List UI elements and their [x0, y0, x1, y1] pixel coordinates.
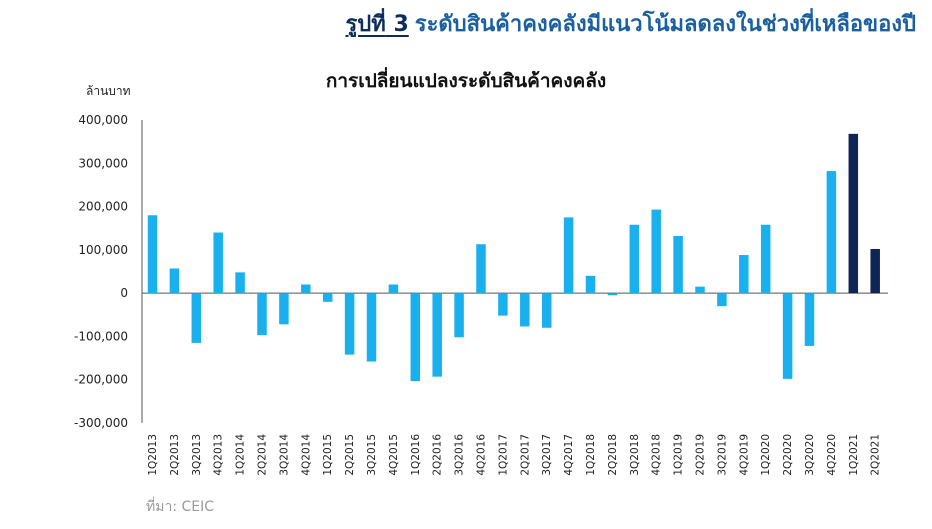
y-tick-label: 0 [120, 286, 128, 300]
x-tick-label: 2Q2018 [607, 434, 619, 476]
x-tick-label: 2Q2020 [782, 434, 794, 476]
x-tick-label: 3Q2013 [191, 434, 203, 476]
bar-4Q2013 [213, 232, 223, 294]
x-tick-label: 4Q2016 [476, 434, 488, 476]
source-note: ที่มา: CEIC [146, 499, 215, 515]
x-tick-label: 2Q2019 [695, 434, 707, 476]
x-tick-label: 1Q2015 [322, 434, 334, 476]
y-tick-label: 300,000 [78, 156, 128, 170]
x-tick-label: 2Q2015 [344, 434, 356, 476]
bar-2Q2013 [169, 268, 180, 294]
bar-2Q2020 [782, 293, 793, 379]
x-tick-label: 2Q2014 [257, 434, 269, 476]
bars [147, 133, 880, 382]
bar-3Q2018 [629, 224, 640, 294]
x-tick-label: 3Q2016 [454, 434, 466, 476]
bar-1Q2021 [848, 133, 859, 294]
x-tick-label: 1Q2021 [848, 434, 860, 476]
bar-2Q2017 [520, 293, 530, 327]
x-tick-label: 2Q2021 [870, 434, 882, 476]
x-tick-label: 3Q2018 [629, 434, 641, 476]
bar-2Q2019 [695, 286, 705, 294]
figure-number: รูปที่ 3 [345, 12, 408, 37]
bar-3Q2013 [191, 293, 202, 343]
y-axis-ticks: 400,000 300,000 200,000 100,000 0 -100,000 -20… [74, 113, 128, 430]
bar-2Q2021 [870, 248, 880, 294]
bar-3Q2014 [279, 293, 289, 325]
x-tick-label: 1Q2016 [410, 434, 422, 476]
y-tick-label: 400,000 [78, 113, 128, 127]
bar-1Q2018 [585, 275, 596, 294]
figure-number-value: 3 [393, 12, 409, 37]
figure-number-label: รูปที่ [345, 12, 386, 37]
x-tick-label: 4Q2013 [213, 434, 225, 476]
x-tick-label: 4Q2020 [826, 434, 838, 476]
x-tick-label: 3Q2015 [366, 434, 378, 476]
bar-3Q2015 [366, 293, 377, 362]
bar-3Q2019 [717, 293, 727, 307]
x-tick-label: 2Q2017 [519, 434, 531, 476]
x-tick-label: 1Q2013 [147, 434, 159, 476]
x-tick-label: 1Q2019 [673, 434, 685, 476]
x-tick-label: 3Q2014 [278, 434, 290, 476]
x-tick-label: 2Q2013 [169, 434, 181, 476]
bar-1Q2015 [322, 293, 333, 302]
y-tick-label: -200,000 [74, 373, 128, 387]
x-tick-label: 2Q2016 [432, 434, 444, 476]
y-axis-unit-label: ล้านบาท [86, 84, 131, 98]
x-tick-label: 1Q2017 [497, 434, 509, 476]
x-tick-label: 1Q2018 [585, 434, 597, 476]
bar-4Q2016 [476, 244, 486, 294]
bar-4Q2015 [388, 284, 399, 294]
figure-title-text: ระดับสินค้าคงคลังมีแนวโน้มลดลงในช่วงที่เ… [414, 12, 916, 37]
y-tick-label: 100,000 [78, 243, 128, 257]
bar-1Q2014 [235, 272, 245, 294]
bar-4Q2017 [563, 217, 574, 294]
figure-title: รูปที่ 3 ระดับสินค้าคงคลังมีแนวโน้มลดลงใน… [345, 6, 916, 41]
x-tick-label: 4Q2018 [651, 434, 663, 476]
bar-1Q2020 [760, 224, 771, 294]
bar-2Q2014 [257, 293, 267, 336]
bar-1Q2013 [147, 215, 158, 294]
x-tick-label: 1Q2014 [235, 434, 247, 476]
bar-3Q2017 [541, 293, 552, 328]
y-tick-label: -300,000 [74, 416, 128, 430]
x-tick-label: 3Q2019 [716, 434, 728, 476]
x-tick-label: 1Q2020 [760, 434, 772, 476]
axes [141, 120, 888, 423]
x-tick-label: 4Q2015 [388, 434, 400, 476]
bar-2Q2018 [607, 293, 618, 296]
bar-2Q2016 [432, 293, 442, 377]
chart-title: การเปลี่ยนแปลงระดับสินค้าคงคลัง [325, 70, 607, 92]
bar-4Q2018 [651, 209, 661, 294]
y-tick-label: -100,000 [74, 329, 128, 343]
bar-4Q2020 [826, 171, 837, 294]
bar-2Q2015 [344, 293, 355, 355]
x-axis-labels: 1Q2013 2Q2013 3Q2013 4Q2013 1Q2014 2Q2014 3Q20… [147, 434, 882, 476]
bar-3Q2020 [804, 293, 815, 346]
x-tick-label: 4Q2014 [300, 434, 312, 476]
bar-3Q2016 [454, 293, 464, 338]
x-tick-label: 3Q2017 [541, 434, 553, 476]
bar-4Q2014 [301, 284, 311, 294]
y-tick-label: 200,000 [78, 200, 128, 214]
bar-4Q2019 [739, 255, 749, 294]
x-tick-label: 4Q2019 [738, 434, 750, 476]
bar-1Q2017 [498, 293, 508, 316]
bar-1Q2019 [673, 236, 683, 294]
x-tick-label: 3Q2020 [804, 434, 816, 476]
bar-1Q2016 [410, 293, 421, 382]
x-tick-label: 4Q2017 [563, 434, 575, 476]
